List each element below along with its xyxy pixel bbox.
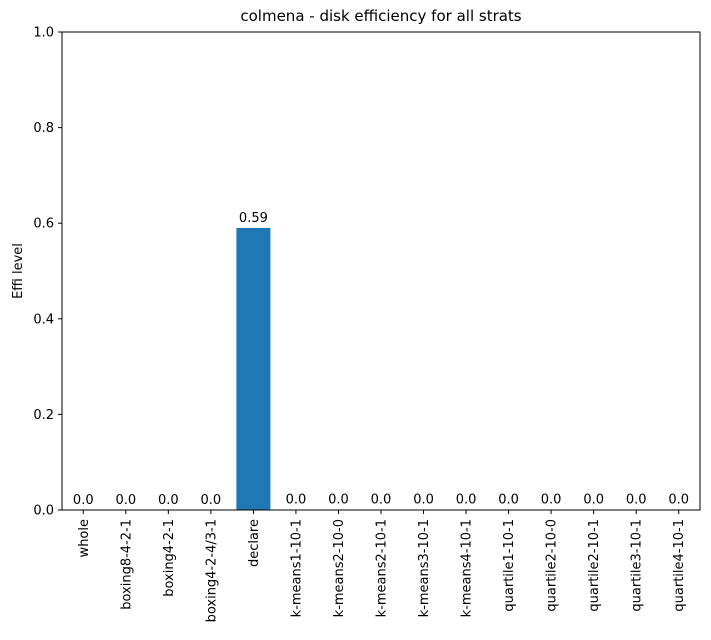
y-axis-label: Effi level bbox=[11, 243, 26, 299]
data-label: 0.0 bbox=[456, 493, 477, 508]
y-tick-label: 1.0 bbox=[33, 26, 54, 41]
y-tick-label: 0.8 bbox=[33, 121, 54, 136]
data-label: 0.59 bbox=[239, 211, 268, 226]
bar bbox=[236, 227, 271, 511]
x-tick-label: k-means3-10-1 bbox=[417, 519, 432, 617]
x-tick-label: quartile2-10-1 bbox=[587, 519, 602, 612]
data-label: 0.0 bbox=[541, 493, 562, 508]
data-label: 0.0 bbox=[201, 493, 222, 508]
y-tick-label: 0.0 bbox=[33, 504, 54, 519]
data-label: 0.0 bbox=[286, 493, 307, 508]
data-label: 0.0 bbox=[328, 493, 349, 508]
x-tick-label: quartile2-10-0 bbox=[545, 519, 560, 612]
data-label: 0.0 bbox=[498, 493, 519, 508]
x-tick-label: whole bbox=[77, 519, 92, 557]
y-tick-label: 0.6 bbox=[33, 217, 54, 232]
data-label: 0.0 bbox=[115, 493, 136, 508]
plot-area: 0.0 0.0 0.0 0.0 0.59 0.0 0.0 0.0 0.0 0.0 0.0 0.0 0.0… bbox=[33, 26, 701, 622]
x-tick-label: declare bbox=[247, 519, 262, 567]
chart-title: colmena - disk efficiency for all strats bbox=[240, 7, 521, 25]
data-label: 0.0 bbox=[668, 493, 689, 508]
x-tick-label: quartile4-10-1 bbox=[672, 519, 687, 612]
x-tick-label: k-means4-10-1 bbox=[460, 519, 475, 617]
x-tick-label: boxing8-4-2-1 bbox=[119, 519, 134, 610]
x-tick-label: k-means1-10-1 bbox=[289, 519, 304, 617]
y-tick-label: 0.2 bbox=[33, 408, 54, 423]
x-tick-label: quartile1-10-1 bbox=[502, 519, 517, 612]
data-label: 0.0 bbox=[371, 493, 392, 508]
data-label: 0.0 bbox=[158, 493, 179, 508]
x-tick-label: k-means2-10-0 bbox=[332, 519, 347, 617]
x-tick-label: quartile3-10-1 bbox=[630, 519, 645, 612]
x-tick-label: k-means2-10-1 bbox=[375, 519, 390, 617]
x-tick-label: boxing4-2-1 bbox=[162, 519, 177, 597]
data-label: 0.0 bbox=[73, 493, 94, 508]
data-label: 0.0 bbox=[583, 493, 604, 508]
x-tick-label: boxing4-2-4/3-1 bbox=[204, 519, 219, 622]
data-label: 0.0 bbox=[626, 493, 647, 508]
data-label: 0.0 bbox=[413, 493, 434, 508]
y-tick-label: 0.4 bbox=[33, 312, 54, 327]
